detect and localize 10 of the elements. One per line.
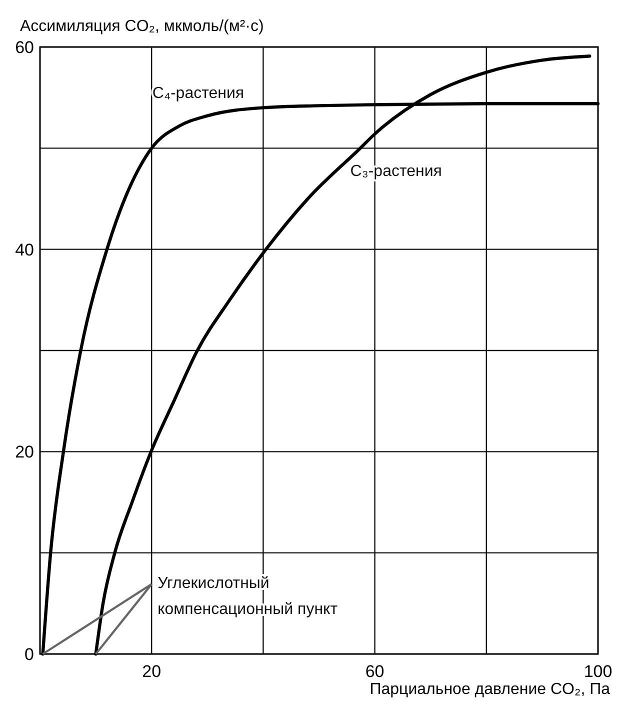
- x-tick-label: 60: [365, 662, 384, 681]
- y-tick-label: 20: [15, 442, 34, 462]
- x-tick-label: 20: [142, 662, 162, 681]
- x-axis-title: Парциальное давление CO₂, Па: [370, 681, 610, 698]
- y-axis-title: Ассимиляция CO₂, мкмоль/(м²·с): [20, 18, 264, 35]
- series-label: C₄-растения: [152, 84, 244, 102]
- y-tick-label: 40: [15, 240, 34, 260]
- x-tick-label: 100: [584, 662, 612, 681]
- y-tick-label: 60: [15, 38, 34, 57]
- y-tick-label: 0: [24, 645, 34, 664]
